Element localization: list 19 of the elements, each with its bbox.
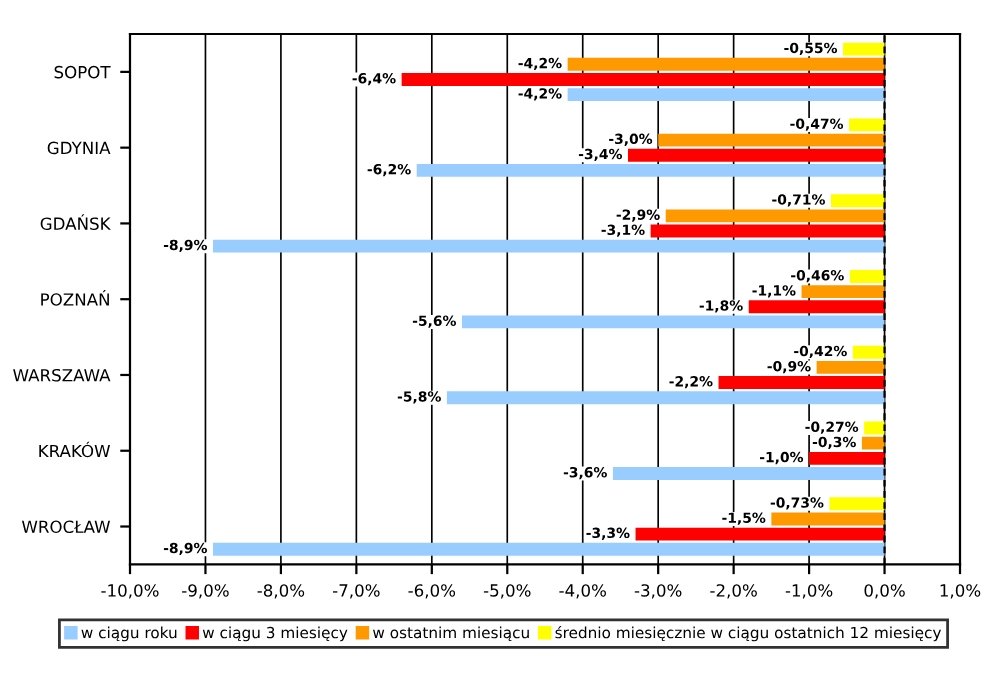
x-tick-label: -7,0% bbox=[333, 584, 380, 599]
x-tick-label: -6,0% bbox=[408, 584, 456, 599]
x-tick-label: -3,0% bbox=[634, 584, 682, 599]
y-tick-label: GDAŃSK bbox=[40, 214, 111, 230]
x-tick-label: -9,0% bbox=[182, 584, 229, 599]
y-tick-label: GDYNIA bbox=[47, 141, 111, 155]
y-tick-label: SOPOT bbox=[54, 65, 111, 79]
x-tick-label: 0,0% bbox=[864, 584, 905, 599]
y-tick-label: WARSZAWA bbox=[13, 368, 111, 382]
x-tick-label: -8,0% bbox=[257, 584, 305, 599]
x-tick-label: -1,0% bbox=[785, 584, 833, 599]
x-tick-label: -2,0% bbox=[710, 584, 757, 599]
x-tick-label: -4,0% bbox=[559, 584, 606, 599]
x-tick-label: -10,0% bbox=[101, 584, 159, 599]
y-tick-label: POZNAŃ bbox=[41, 290, 109, 306]
x-tick-label: 1,0% bbox=[940, 584, 981, 599]
y-tick-label: KRAKÓW bbox=[39, 441, 111, 458]
x-tick-label: -5,0% bbox=[483, 584, 531, 599]
y-tick-label: WROCŁAW bbox=[21, 520, 111, 534]
